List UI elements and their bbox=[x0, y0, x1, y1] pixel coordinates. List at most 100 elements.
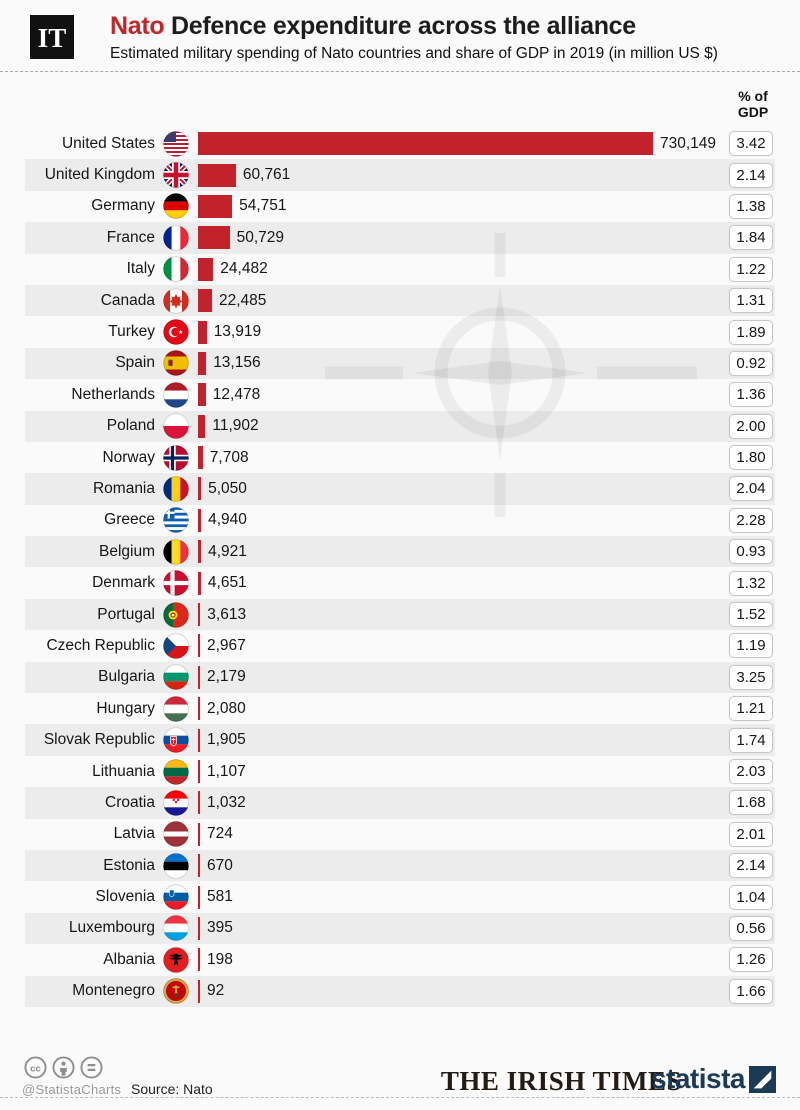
flag-icon-dk bbox=[163, 570, 189, 596]
table-row: Netherlands 12,478 1.36 bbox=[25, 379, 775, 410]
spending-bar bbox=[198, 257, 214, 281]
table-row: Denmark 4,651 1.32 bbox=[25, 567, 775, 598]
gdp-share-badge: 1.22 bbox=[729, 256, 773, 282]
country-label: Slovak Republic bbox=[43, 731, 155, 749]
country-label: Greece bbox=[104, 511, 155, 529]
bar-track: 1,905 bbox=[198, 728, 729, 752]
bar-track: 3,613 bbox=[198, 603, 729, 627]
flag-icon-be bbox=[163, 539, 189, 565]
spending-value: 54,751 bbox=[239, 197, 287, 215]
gdp-share-badge: 1.74 bbox=[729, 727, 773, 753]
table-row: Romania 5,050 2.04 bbox=[25, 473, 775, 505]
flag-icon-it bbox=[163, 256, 189, 282]
spending-bar bbox=[198, 697, 200, 721]
country-label: Estonia bbox=[103, 856, 155, 874]
country-label: Hungary bbox=[96, 699, 155, 717]
gdp-share-badge: 1.26 bbox=[729, 947, 773, 973]
country-label: Belgium bbox=[99, 542, 155, 560]
table-row: Canada 22,485 1.31 bbox=[25, 284, 775, 317]
flag-icon-lt bbox=[163, 758, 189, 785]
spending-value: 5,050 bbox=[208, 479, 247, 497]
spending-bar bbox=[198, 226, 230, 250]
bar-track: 11,902 bbox=[198, 414, 729, 438]
bar-track: 4,651 bbox=[198, 571, 729, 595]
bar-track: 730,149 bbox=[198, 132, 729, 156]
bar-track: 581 bbox=[198, 885, 729, 909]
country-label: United States bbox=[61, 134, 155, 152]
table-row: Hungary 2,080 1.21 bbox=[25, 693, 775, 724]
flag-icon-tr bbox=[163, 319, 189, 345]
country-label: Croatia bbox=[105, 793, 155, 811]
country-label: Spain bbox=[115, 354, 155, 372]
bar-track: 7,708 bbox=[198, 446, 729, 470]
bar-track: 12,478 bbox=[198, 383, 729, 407]
table-row: Slovenia 581 1.04 bbox=[25, 881, 775, 912]
bar-track: 13,919 bbox=[198, 320, 729, 344]
table-row: Slovak Republic 1,905 1.74 bbox=[25, 724, 775, 756]
table-row: Montenegro 92 1.66 bbox=[25, 975, 775, 1007]
gdp-share-badge: 1.31 bbox=[729, 288, 773, 314]
flag-icon-ee bbox=[163, 852, 189, 879]
country-label: Bulgaria bbox=[98, 668, 155, 686]
attribution-icon bbox=[52, 1056, 75, 1079]
creative-commons-icons: cc bbox=[24, 1056, 103, 1079]
spending-value: 581 bbox=[207, 888, 233, 906]
title-rest: Defence expenditure across the alliance bbox=[164, 12, 636, 40]
bar-track: 54,751 bbox=[198, 194, 729, 218]
country-label: Lithuania bbox=[92, 762, 155, 780]
country-label: Italy bbox=[126, 260, 155, 278]
country-label: Czech Republic bbox=[46, 636, 155, 654]
country-label: Turkey bbox=[108, 323, 155, 341]
gdp-share-badge: 0.92 bbox=[729, 350, 773, 376]
table-row: Luxembourg 395 0.56 bbox=[25, 912, 775, 945]
title-highlight: Nato bbox=[110, 12, 165, 40]
table-row: Albania 198 1.26 bbox=[25, 944, 775, 975]
flag-icon-de bbox=[163, 193, 189, 220]
spending-bar bbox=[198, 822, 200, 846]
spending-value: 7,708 bbox=[209, 448, 249, 466]
irish-times-logo: IT bbox=[30, 15, 74, 59]
spending-value: 50,729 bbox=[236, 228, 285, 246]
country-label: Netherlands bbox=[71, 385, 155, 403]
table-row: Czech Republic 2,967 1.19 bbox=[25, 630, 775, 661]
bar-track: 4,940 bbox=[198, 508, 729, 532]
flag-icon-hu bbox=[163, 696, 189, 722]
gdp-share-badge: 1.36 bbox=[729, 382, 773, 408]
country-label: Denmark bbox=[92, 574, 155, 592]
spending-bar bbox=[198, 194, 233, 218]
flag-icon-cz bbox=[163, 633, 189, 659]
spending-value: 24,482 bbox=[220, 260, 268, 278]
spending-bar bbox=[198, 979, 200, 1003]
spending-value: 11,902 bbox=[212, 417, 259, 435]
table-row: Italy 24,482 1.22 bbox=[25, 254, 775, 285]
spending-bar bbox=[198, 446, 203, 470]
country-label: Slovenia bbox=[95, 888, 155, 906]
table-row: Norway 7,708 1.80 bbox=[25, 442, 775, 473]
table-row: Estonia 670 2.14 bbox=[25, 849, 775, 882]
spending-value: 670 bbox=[207, 856, 233, 874]
spending-bar bbox=[198, 320, 207, 344]
gdp-share-badge: 1.52 bbox=[729, 602, 773, 628]
spending-bar bbox=[198, 791, 200, 815]
statista-logo-mark bbox=[749, 1065, 776, 1093]
table-row: France 50,729 1.84 bbox=[25, 222, 775, 254]
bar-track: 60,761 bbox=[198, 163, 729, 187]
gdp-column-header: % of GDP bbox=[737, 88, 769, 120]
statista-charts-handle: @StatistaCharts bbox=[22, 1082, 122, 1097]
gdp-share-badge: 1.38 bbox=[729, 193, 773, 219]
gdp-share-badge: 2.14 bbox=[729, 162, 773, 188]
spending-value: 1,032 bbox=[207, 793, 246, 811]
spending-value: 1,905 bbox=[207, 731, 246, 749]
bar-track: 2,080 bbox=[198, 697, 729, 721]
bar-track: 5,050 bbox=[198, 477, 729, 501]
table-row: United States 730,149 3.42 bbox=[25, 128, 775, 159]
flag-icon-us bbox=[163, 130, 189, 157]
country-label: Latvia bbox=[113, 825, 155, 843]
spending-bar bbox=[198, 351, 207, 375]
gdp-share-badge: 2.03 bbox=[729, 759, 773, 784]
bar-track: 1,032 bbox=[198, 791, 729, 815]
table-row: Portugal 3,613 1.52 bbox=[25, 598, 775, 631]
gdp-share-badge: 2.28 bbox=[729, 507, 773, 533]
country-label: United Kingdom bbox=[44, 166, 155, 184]
spending-value: 13,919 bbox=[213, 323, 262, 341]
